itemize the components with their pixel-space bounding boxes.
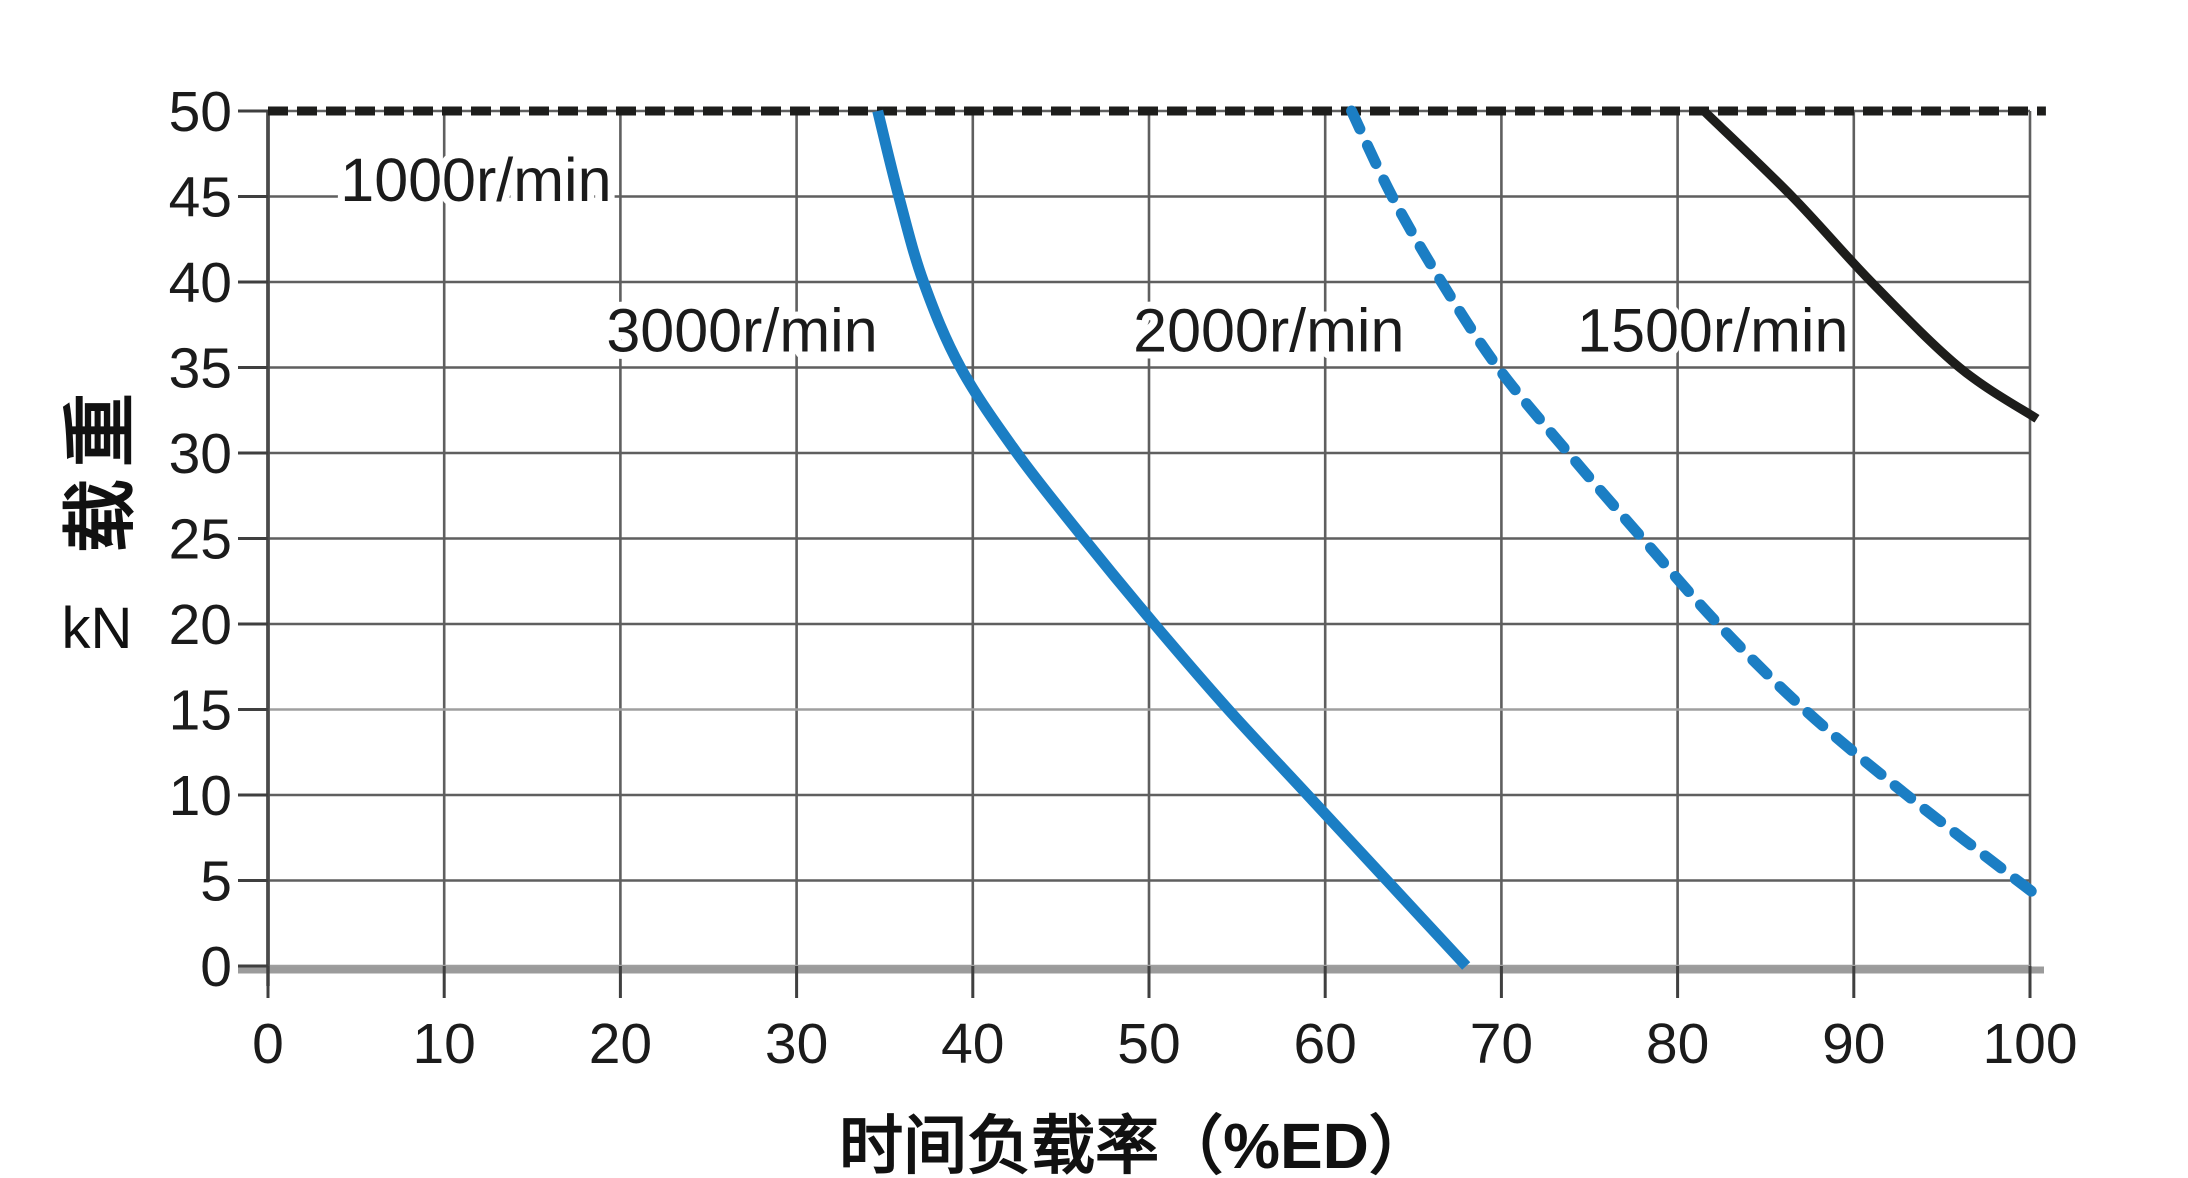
x-tick-label: 50 bbox=[1117, 1012, 1180, 1076]
y-tick-label: 5 bbox=[200, 850, 232, 914]
curve-label-3000r-min: 3000r/min bbox=[606, 296, 877, 364]
y-tick-label: 30 bbox=[169, 422, 232, 486]
y-tick-label: 35 bbox=[169, 337, 232, 401]
x-tick-label: 10 bbox=[412, 1012, 475, 1076]
x-tick-label: 40 bbox=[941, 1012, 1004, 1076]
y-tick-label: 25 bbox=[169, 508, 232, 572]
grid-layer bbox=[266, 109, 2032, 968]
x-tick-label: 100 bbox=[1982, 1012, 2077, 1076]
y-tick-label: 20 bbox=[169, 593, 232, 657]
curve-label-1000r-min: 1000r/min bbox=[340, 146, 611, 214]
y-tick-label: 15 bbox=[169, 679, 232, 743]
x-axis-title: 时间负载率（%ED） bbox=[839, 1110, 1433, 1178]
curve-1500r-min bbox=[1700, 107, 2040, 423]
y-tick-label: 10 bbox=[169, 764, 232, 828]
x-tick-label: 20 bbox=[589, 1012, 652, 1076]
x-tick-label: 70 bbox=[1470, 1012, 1533, 1076]
curve-label-1500r-min: 1500r/min bbox=[1577, 296, 1848, 364]
y-tick-label: 45 bbox=[169, 166, 232, 230]
y-tick-label: 40 bbox=[169, 251, 232, 315]
axis-layer bbox=[238, 109, 2044, 998]
y-tick-label: 0 bbox=[200, 935, 232, 999]
curve-2000r-min bbox=[1346, 105, 2050, 907]
curve-3000r-min bbox=[872, 109, 1471, 970]
x-tick-label: 30 bbox=[765, 1012, 828, 1076]
y-axis-title: 载重 bbox=[59, 381, 142, 553]
series-layer bbox=[268, 105, 2050, 970]
x-tick-label: 80 bbox=[1646, 1012, 1709, 1076]
x-tick-label: 0 bbox=[252, 1012, 284, 1076]
tick-label-layer: 0 10 20 30 40 50 60 70 80 90 100 0 5 10 15 20 25 30 35 40 45… bbox=[169, 80, 2078, 1076]
x-tick-label: 60 bbox=[1293, 1012, 1356, 1076]
annotation-layer: 1000r/min 3000r/min 2000r/min 1500r/min bbox=[333, 139, 1855, 372]
x-tick-label: 90 bbox=[1822, 1012, 1885, 1076]
y-axis-unit: kN bbox=[62, 596, 133, 661]
curve-label-2000r-min: 2000r/min bbox=[1133, 296, 1404, 364]
y-tick-label: 50 bbox=[169, 80, 232, 144]
